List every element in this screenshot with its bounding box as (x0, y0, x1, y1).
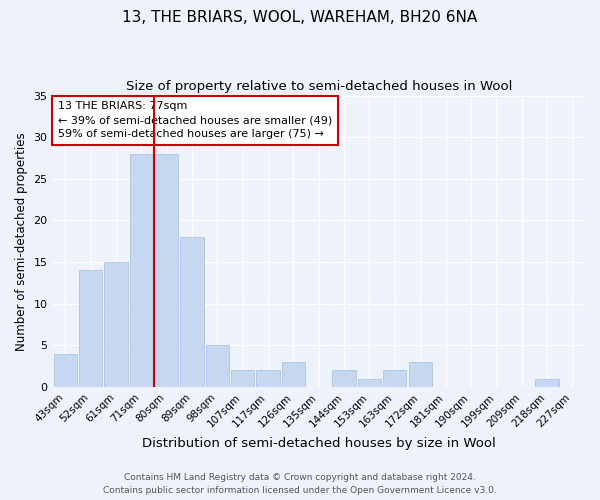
Bar (231, 370, 254, 387)
Title: Size of property relative to semi-detached houses in Wool: Size of property relative to semi-detach… (125, 80, 512, 93)
X-axis label: Distribution of semi-detached houses by size in Wool: Distribution of semi-detached houses by … (142, 437, 496, 450)
Bar (409, 362, 432, 387)
Bar (53, 354, 77, 387)
Bar (155, 154, 178, 387)
Bar (256, 370, 280, 387)
Bar (358, 378, 381, 387)
Text: 13 THE BRIARS: 77sqm
← 39% of semi-detached houses are smaller (49)
59% of semi-: 13 THE BRIARS: 77sqm ← 39% of semi-detac… (58, 102, 332, 140)
Bar (535, 378, 559, 387)
Bar (104, 262, 128, 387)
Bar (79, 270, 102, 387)
Y-axis label: Number of semi-detached properties: Number of semi-detached properties (15, 132, 28, 350)
Bar (282, 362, 305, 387)
Text: 13, THE BRIARS, WOOL, WAREHAM, BH20 6NA: 13, THE BRIARS, WOOL, WAREHAM, BH20 6NA (122, 10, 478, 25)
Bar (383, 370, 406, 387)
Bar (206, 346, 229, 387)
Bar (181, 237, 203, 387)
Bar (332, 370, 356, 387)
Text: Contains HM Land Registry data © Crown copyright and database right 2024.
Contai: Contains HM Land Registry data © Crown c… (103, 474, 497, 495)
Bar (130, 154, 153, 387)
